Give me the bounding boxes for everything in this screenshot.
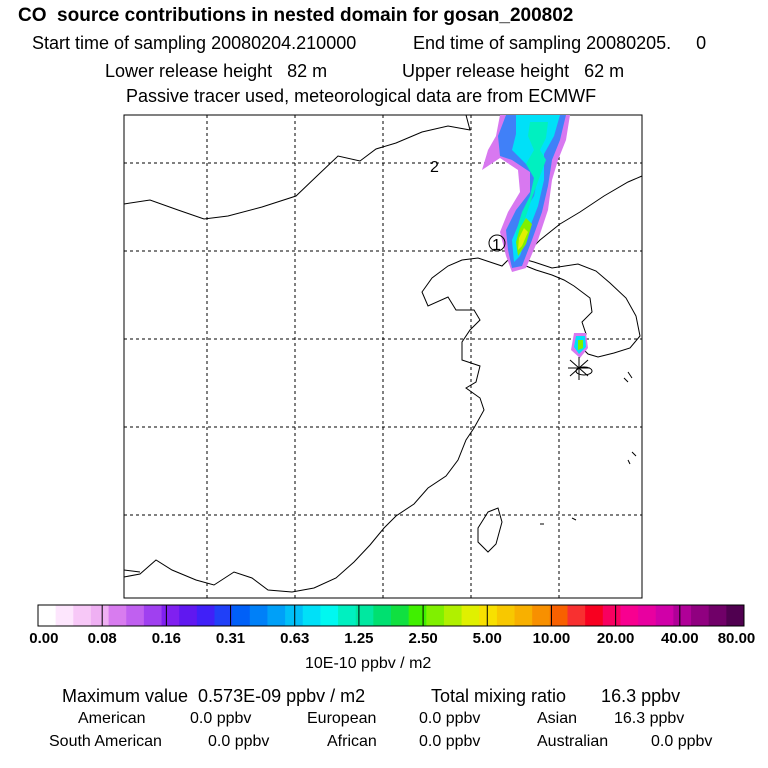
japan-islands bbox=[540, 371, 637, 525]
colorbar-cell bbox=[726, 605, 745, 626]
colorbar-tick-label: 10.00 bbox=[532, 630, 571, 647]
australian-label: Australian bbox=[537, 733, 609, 750]
colorbar-tick-label: 0.16 bbox=[151, 630, 181, 647]
colorbar-tick-label: 2.50 bbox=[408, 630, 438, 647]
colorbar-tick-label: 0.63 bbox=[280, 630, 310, 647]
colorbar-cell bbox=[38, 605, 57, 626]
european-value: 0.0 ppbv bbox=[419, 710, 481, 727]
colorbar-tick-label: 0.31 bbox=[215, 630, 246, 647]
coastline-north bbox=[123, 114, 471, 220]
colorbar-cell bbox=[267, 605, 286, 626]
colorbar-cell bbox=[673, 605, 692, 626]
marker-2-label: 2 bbox=[430, 159, 439, 176]
plume-contour bbox=[518, 228, 528, 250]
colorbar-cell bbox=[708, 605, 727, 626]
american-value: 0.0 ppbv bbox=[190, 710, 252, 727]
start-time-label: Start time of sampling 20080204.210000 bbox=[32, 33, 357, 53]
colorbar-tick-label: 40.00 bbox=[661, 630, 699, 647]
colorbar bbox=[38, 605, 745, 626]
colorbar-tick-label: 0.00 bbox=[29, 630, 59, 647]
colorbar-frame bbox=[37, 604, 745, 627]
colorbar-cell bbox=[161, 605, 180, 626]
australian-value: 0.0 ppbv bbox=[651, 733, 713, 750]
american-label: American bbox=[78, 710, 146, 727]
south-american-value: 0.0 ppbv bbox=[208, 733, 270, 750]
colorbar-cell bbox=[479, 605, 498, 626]
lower-release-height: Lower release height 82 m bbox=[105, 61, 328, 81]
south-american-label: South American bbox=[49, 733, 162, 750]
colorbar-cell bbox=[55, 605, 74, 626]
plume-contour bbox=[516, 122, 548, 244]
receptor-star-icon bbox=[568, 357, 590, 380]
end-time-label: End time of sampling 20080205. 0 bbox=[413, 33, 707, 53]
colorbar-cell bbox=[373, 605, 392, 626]
colorbar-cell bbox=[143, 605, 163, 626]
colorbar-cell bbox=[179, 605, 198, 626]
colorbar-cell bbox=[585, 605, 604, 626]
colorbar-cell bbox=[443, 605, 463, 626]
colorbar-cell bbox=[302, 605, 321, 626]
colorbar-cell bbox=[320, 605, 339, 626]
colorbar-cell bbox=[232, 605, 251, 626]
colorbar-cell bbox=[638, 605, 657, 626]
colorbar-cell bbox=[567, 605, 586, 626]
colorbar-tick-label: 80.00 bbox=[717, 630, 756, 647]
grid-lines bbox=[124, 115, 642, 598]
colorbar-cell bbox=[249, 605, 268, 626]
colorbar-cell bbox=[496, 605, 516, 626]
colorbar-tick-label: 0.08 bbox=[87, 630, 117, 647]
coastline-korea bbox=[511, 255, 641, 358]
marker-1-circle bbox=[488, 234, 506, 252]
coastlines bbox=[123, 114, 643, 593]
african-label: African bbox=[327, 733, 377, 750]
colorbar-cell bbox=[426, 605, 445, 626]
colorbar-cell bbox=[602, 605, 621, 626]
colorbar-cell bbox=[214, 605, 233, 626]
colorbar-cell bbox=[338, 605, 357, 626]
colorbar-cell bbox=[461, 605, 480, 626]
colorbar-cell bbox=[532, 605, 551, 626]
marker-1-label: 1 bbox=[492, 237, 501, 254]
colorbar-cell bbox=[126, 605, 145, 626]
maximum-value: Maximum value 0.573E-09 ppbv / m2 bbox=[62, 686, 366, 706]
colorbar-cell bbox=[408, 605, 427, 626]
colorbar-cell bbox=[549, 605, 568, 626]
taiwan bbox=[477, 507, 503, 553]
african-value: 0.0 ppbv bbox=[419, 733, 481, 750]
colorbar-units: 10E-10 ppbv / m2 bbox=[305, 655, 432, 672]
colorbar-cell bbox=[196, 605, 215, 626]
colorbar-cell bbox=[90, 605, 110, 626]
colorbar-cell bbox=[108, 605, 127, 626]
colorbar-cell bbox=[620, 605, 639, 626]
colorbar-cell bbox=[285, 605, 304, 626]
plume-contour bbox=[578, 340, 583, 350]
colorbar-tick-label: 20.00 bbox=[596, 630, 635, 647]
chart-title: CO source contributions in nested domain… bbox=[18, 5, 574, 26]
asian-label: Asian bbox=[537, 710, 578, 727]
plume bbox=[482, 115, 588, 358]
colorbar-cell bbox=[655, 605, 674, 626]
colorbar-cell bbox=[73, 605, 92, 626]
colorbar-cell bbox=[691, 605, 710, 626]
colorbar-cell bbox=[514, 605, 533, 626]
coastline-china-korea bbox=[123, 255, 513, 593]
colorbar-tick-label: 1.25 bbox=[344, 630, 374, 647]
asian-value: 16.3 ppbv bbox=[614, 710, 685, 727]
coastline-manchuria bbox=[519, 175, 643, 261]
tracer-info: Passive tracer used, meteorological data… bbox=[126, 86, 597, 106]
hainan-edge bbox=[123, 569, 141, 573]
upper-release-height: Upper release height 62 m bbox=[402, 61, 625, 81]
colorbar-cell bbox=[355, 605, 374, 626]
total-mixing-ratio: Total mixing ratio 16.3 ppbv bbox=[431, 686, 681, 706]
colorbar-cell bbox=[391, 605, 410, 626]
european-label: European bbox=[307, 710, 377, 727]
colorbar-tick-label: 5.00 bbox=[472, 630, 502, 647]
